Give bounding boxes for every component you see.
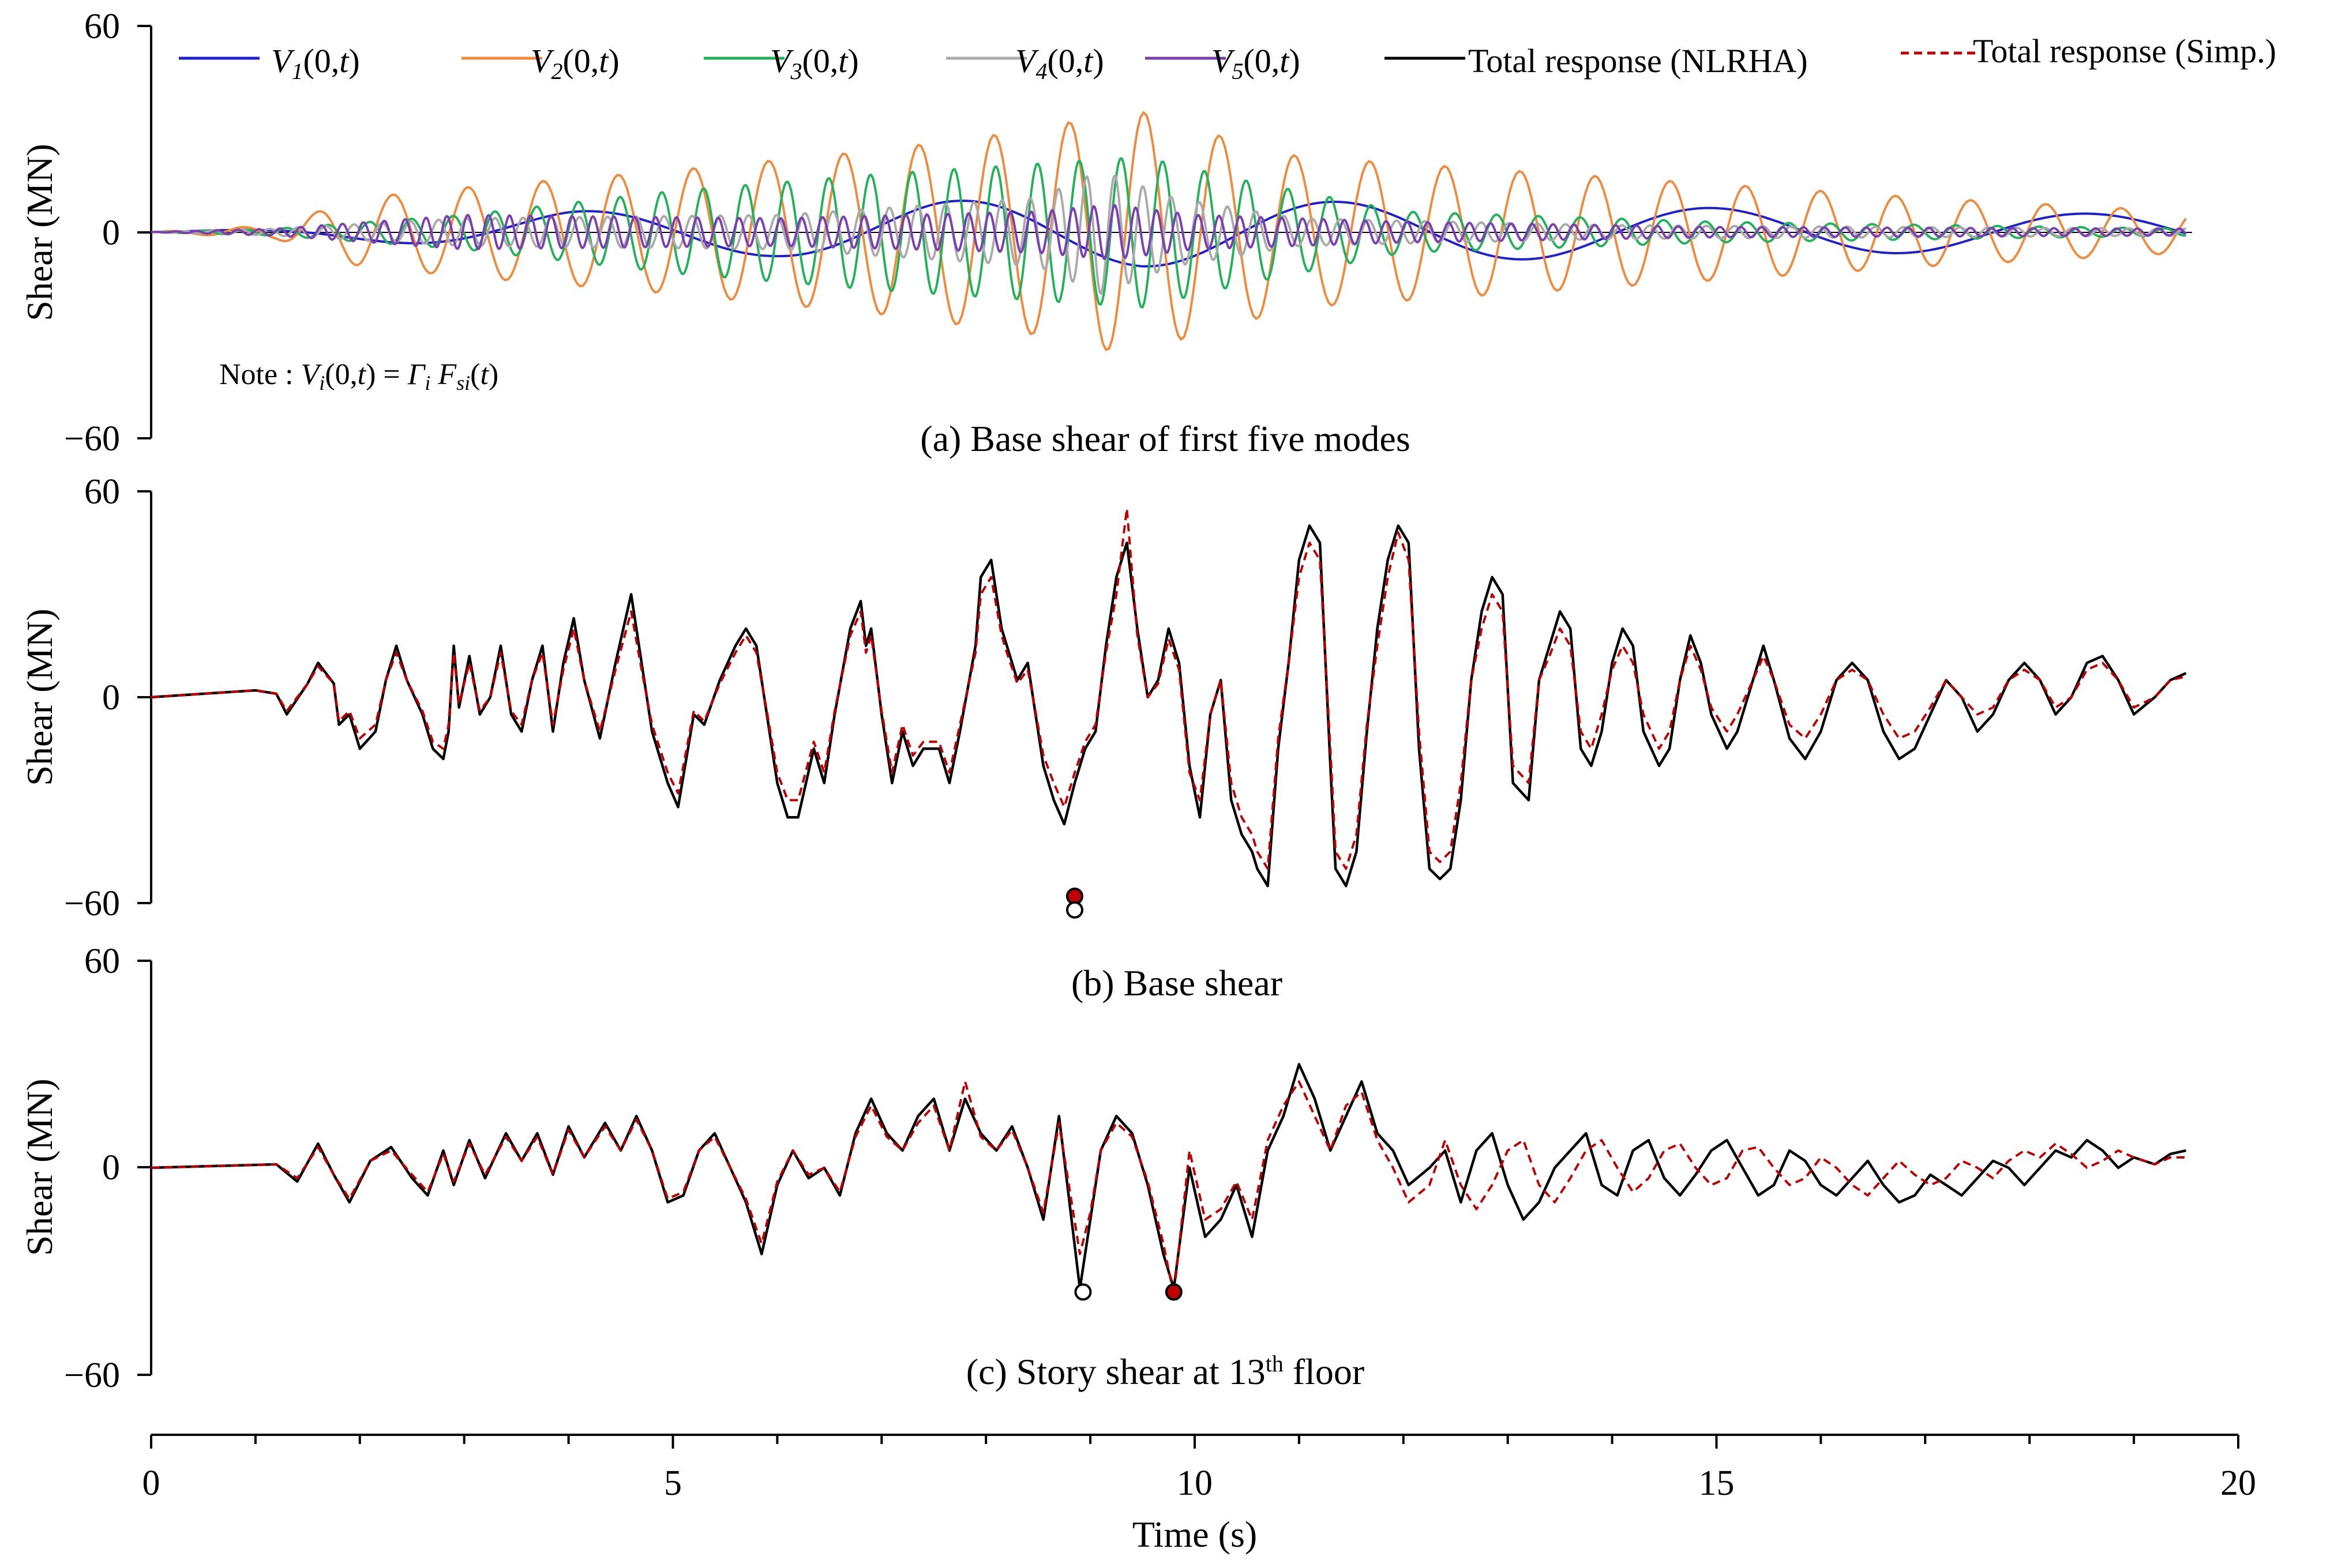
series-line-total-response-simp (151, 1080, 2186, 1297)
y-axis-title: Shear (MN) (19, 144, 60, 321)
series-line-total-response-nlrha (151, 1063, 2186, 1290)
note-part: ) = (366, 358, 408, 391)
y-tick-label-top: 60 (84, 472, 120, 512)
note-part: ) (489, 358, 498, 391)
x-ticks (150, 1435, 2239, 1449)
panel-title: (b) Base shear (1071, 962, 1282, 1003)
y-axis-title: Shear (MN) (19, 1078, 60, 1255)
series-layer (151, 111, 2187, 351)
x-tick-label: 10 (1177, 1464, 1213, 1503)
note-text: Note : Vi(0,t) = Γi Fsi(t) (219, 358, 498, 394)
panel-title-sup: th (1266, 1351, 1284, 1377)
series-layer (151, 507, 2187, 919)
note-part: t (480, 358, 489, 391)
x-axis: 0 5 10 15 20 Time (s) (142, 1434, 2256, 1555)
y-tick-label-bottom: −60 (64, 884, 120, 923)
panel-title-main: (c) Story shear at 13 (966, 1351, 1266, 1392)
y-tick-label-top: 60 (84, 942, 120, 981)
x-tick-label: 20 (2220, 1464, 2256, 1503)
note-part: Γ (407, 358, 426, 391)
panel-b: 60 0 −60 Shear (MN) (b) Base shear (19, 472, 2187, 1003)
legend-item-v2-0-t: V2(0,t) (461, 42, 620, 84)
legend-item-total-response-simp: Total response (Simp.) (1901, 32, 2276, 70)
legend-label: Total response (NLRHA) (1468, 42, 1808, 80)
peak-marker-nlrha (1074, 1283, 1092, 1301)
note-part: i (319, 371, 325, 394)
y-tick-label-top: 60 (84, 7, 120, 46)
legend-item-v4-0-t: V4(0,t) (946, 42, 1104, 84)
series-line-v4-0-t (151, 175, 2186, 295)
note-part: i (425, 371, 430, 394)
peak-marker-nlrha (1065, 901, 1083, 919)
legend-item-v5-0-t: V5(0,t) (1145, 42, 1300, 84)
y-tick-label-zero: 0 (102, 1148, 120, 1187)
y-tick-label-zero: 0 (102, 678, 120, 717)
panel-title-end: floor (1284, 1351, 1364, 1392)
note-part: Note : (219, 358, 301, 391)
x-tick-label: 0 (142, 1464, 160, 1503)
legend-item-v1-0-t: V1(0,t) (179, 42, 360, 84)
legend-label: V1(0,t) (271, 42, 360, 84)
y-tick-label-bottom: −60 (64, 419, 120, 458)
series-layer (151, 1063, 2186, 1301)
panel-title: (c) Story shear at 13th floor (966, 1351, 1364, 1392)
note-part: F (430, 358, 457, 391)
note-part: ( (470, 358, 480, 391)
series-line-total-response-nlrha (151, 524, 2187, 888)
legend-item-total-response-nlrha: Total response (NLRHA) (1384, 42, 1808, 80)
legend-label: V2(0,t) (531, 42, 620, 84)
x-axis-title: Time (s) (1132, 1514, 1257, 1555)
legend-item-v3-0-t: V3(0,t) (704, 42, 859, 84)
panel-c: 60 0 −60 Shear (MN) (c) Story shear at 1… (19, 942, 2186, 1395)
note-part: t (358, 358, 367, 391)
series-line-v2-0-t (151, 111, 2187, 351)
x-tick-label: 5 (664, 1464, 682, 1503)
peak-marker-simp (1165, 1283, 1183, 1301)
y-tick-label-zero: 0 (102, 213, 120, 253)
series-line-v1-0-t (151, 200, 2187, 268)
panel-a: 60 0 −60 Shear (MN) (a) Base shear of fi… (19, 7, 2276, 459)
series-line-v5-0-t (151, 204, 2187, 260)
legend-label: V4(0,t) (1015, 42, 1104, 84)
legend-label: V5(0,t) (1211, 42, 1300, 84)
y-axis-title: Shear (MN) (19, 608, 60, 785)
note-part: si (456, 371, 470, 394)
y-tick-label-bottom: −60 (64, 1356, 120, 1395)
legend-label: V3(0,t) (770, 42, 859, 84)
series-line-total-response-simp (151, 507, 2186, 870)
panel-title: (a) Base shear of first five modes (920, 418, 1410, 459)
note-part: V (301, 358, 322, 391)
legend-label: Total response (Simp.) (1973, 32, 2276, 70)
legend: V1(0,t) V2(0,t) V3(0,t) V4(0,t) V5(0,t) Total… (179, 32, 2276, 84)
note-part: (0, (325, 358, 357, 391)
x-tick-label: 15 (1699, 1464, 1735, 1503)
